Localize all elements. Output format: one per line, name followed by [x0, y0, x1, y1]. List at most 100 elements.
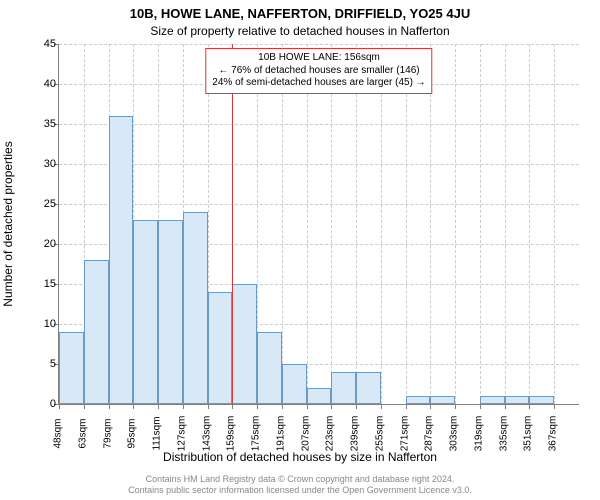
- histogram-bar: [406, 396, 431, 404]
- xtick-label: 63sqm: [77, 418, 88, 448]
- xtick-mark: [430, 404, 431, 409]
- xtick-label: 191sqm: [275, 416, 286, 452]
- histogram-bar: [59, 332, 84, 404]
- xtick-mark: [257, 404, 258, 409]
- xtick-mark: [406, 404, 407, 409]
- chart-subtitle: Size of property relative to detached ho…: [0, 24, 600, 38]
- footer-line1: Contains HM Land Registry data © Crown c…: [0, 474, 600, 485]
- xtick-label: 111sqm: [152, 416, 163, 450]
- gridline-v: [430, 44, 431, 404]
- y-axis-label: Number of detached properties: [1, 141, 15, 306]
- xtick-mark: [529, 404, 530, 409]
- callout-box: 10B HOWE LANE: 156sqm ← 76% of detached …: [205, 48, 432, 94]
- histogram-bar: [356, 372, 381, 404]
- gridline-v: [480, 44, 481, 404]
- gridline-h: [59, 204, 579, 205]
- gridline-v: [455, 44, 456, 404]
- xtick-label: 319sqm: [473, 416, 484, 452]
- gridline-v: [554, 44, 555, 404]
- gridline-h: [59, 164, 579, 165]
- ytick-label: 45: [26, 38, 56, 50]
- gridline-v: [356, 44, 357, 404]
- xtick-mark: [158, 404, 159, 409]
- histogram-bar: [257, 332, 282, 404]
- xtick-mark: [282, 404, 283, 409]
- xtick-label: 223sqm: [325, 416, 336, 452]
- xtick-mark: [554, 404, 555, 409]
- xtick-mark: [307, 404, 308, 409]
- histogram-bar: [529, 396, 554, 404]
- xtick-mark: [232, 404, 233, 409]
- histogram-bar: [480, 396, 505, 404]
- x-axis-label: Distribution of detached houses by size …: [0, 450, 600, 464]
- xtick-mark: [480, 404, 481, 409]
- gridline-h: [59, 44, 579, 45]
- xtick-mark: [183, 404, 184, 409]
- histogram-bar: [282, 364, 307, 404]
- histogram-bar: [158, 220, 183, 404]
- gridline-v: [307, 44, 308, 404]
- callout-line3: 24% of semi-detached houses are larger (…: [212, 77, 425, 90]
- gridline-v: [282, 44, 283, 404]
- histogram-bar: [183, 212, 208, 404]
- xtick-mark: [84, 404, 85, 409]
- xtick-label: 175sqm: [251, 416, 262, 452]
- xtick-label: 79sqm: [102, 418, 113, 448]
- xtick-mark: [455, 404, 456, 409]
- ytick-label: 10: [26, 318, 56, 330]
- xtick-label: 271sqm: [399, 416, 410, 452]
- histogram-bar: [331, 372, 356, 404]
- marker-line: [232, 44, 233, 404]
- xtick-mark: [59, 404, 60, 409]
- xtick-label: 239sqm: [350, 416, 361, 452]
- gridline-h: [59, 124, 579, 125]
- ytick-label: 40: [26, 78, 56, 90]
- xtick-label: 303sqm: [449, 416, 460, 452]
- gridline-v: [406, 44, 407, 404]
- xtick-label: 287sqm: [424, 416, 435, 452]
- xtick-mark: [381, 404, 382, 409]
- plot-area: 10B HOWE LANE: 156sqm ← 76% of detached …: [58, 44, 579, 405]
- xtick-mark: [505, 404, 506, 409]
- ytick-label: 15: [26, 278, 56, 290]
- xtick-mark: [109, 404, 110, 409]
- histogram-bar: [109, 116, 134, 404]
- xtick-label: 95sqm: [127, 418, 138, 448]
- xtick-label: 255sqm: [374, 416, 385, 452]
- xtick-label: 207sqm: [300, 416, 311, 452]
- histogram-bar: [84, 260, 109, 404]
- xtick-label: 335sqm: [498, 416, 509, 452]
- xtick-mark: [331, 404, 332, 409]
- gridline-v: [529, 44, 530, 404]
- ytick-label: 0: [26, 398, 56, 410]
- xtick-label: 143sqm: [201, 416, 212, 452]
- footer-line2: Contains public sector information licen…: [0, 485, 600, 496]
- xtick-mark: [133, 404, 134, 409]
- callout-line2: ← 76% of detached houses are smaller (14…: [212, 65, 425, 78]
- histogram-bar: [430, 396, 455, 404]
- xtick-label: 48sqm: [53, 418, 64, 448]
- histogram-bar: [307, 388, 332, 404]
- callout-line1: 10B HOWE LANE: 156sqm: [212, 52, 425, 65]
- histogram-bar: [133, 220, 158, 404]
- ytick-label: 5: [26, 358, 56, 370]
- xtick-label: 127sqm: [176, 416, 187, 452]
- xtick-label: 159sqm: [226, 416, 237, 452]
- chart-title: 10B, HOWE LANE, NAFFERTON, DRIFFIELD, YO…: [0, 6, 600, 21]
- ytick-label: 30: [26, 158, 56, 170]
- footer-text: Contains HM Land Registry data © Crown c…: [0, 474, 600, 496]
- chart-container: 10B, HOWE LANE, NAFFERTON, DRIFFIELD, YO…: [0, 0, 600, 500]
- xtick-mark: [356, 404, 357, 409]
- ytick-label: 25: [26, 198, 56, 210]
- gridline-v: [381, 44, 382, 404]
- gridline-v: [505, 44, 506, 404]
- histogram-bar: [208, 292, 233, 404]
- ytick-label: 20: [26, 238, 56, 250]
- histogram-bar: [232, 284, 257, 404]
- xtick-mark: [208, 404, 209, 409]
- ytick-label: 35: [26, 118, 56, 130]
- xtick-label: 367sqm: [548, 416, 559, 452]
- gridline-v: [331, 44, 332, 404]
- xtick-label: 351sqm: [523, 416, 534, 452]
- histogram-bar: [505, 396, 530, 404]
